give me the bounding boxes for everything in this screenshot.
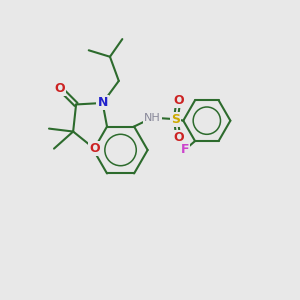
Text: O: O <box>55 82 65 95</box>
Text: O: O <box>173 94 184 107</box>
Text: S: S <box>171 113 180 126</box>
Text: N: N <box>98 97 108 110</box>
Text: O: O <box>173 131 184 144</box>
Text: O: O <box>89 142 100 155</box>
Text: F: F <box>181 143 189 156</box>
Text: NH: NH <box>144 113 161 123</box>
